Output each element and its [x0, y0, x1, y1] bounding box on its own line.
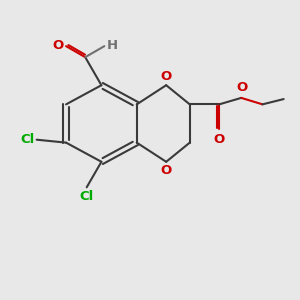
- Text: Cl: Cl: [20, 133, 34, 146]
- Text: O: O: [160, 70, 172, 83]
- Text: Cl: Cl: [80, 190, 94, 203]
- Text: O: O: [236, 81, 248, 94]
- Text: O: O: [214, 133, 225, 146]
- Text: O: O: [52, 39, 63, 52]
- Text: O: O: [160, 164, 172, 177]
- Text: H: H: [107, 39, 118, 52]
